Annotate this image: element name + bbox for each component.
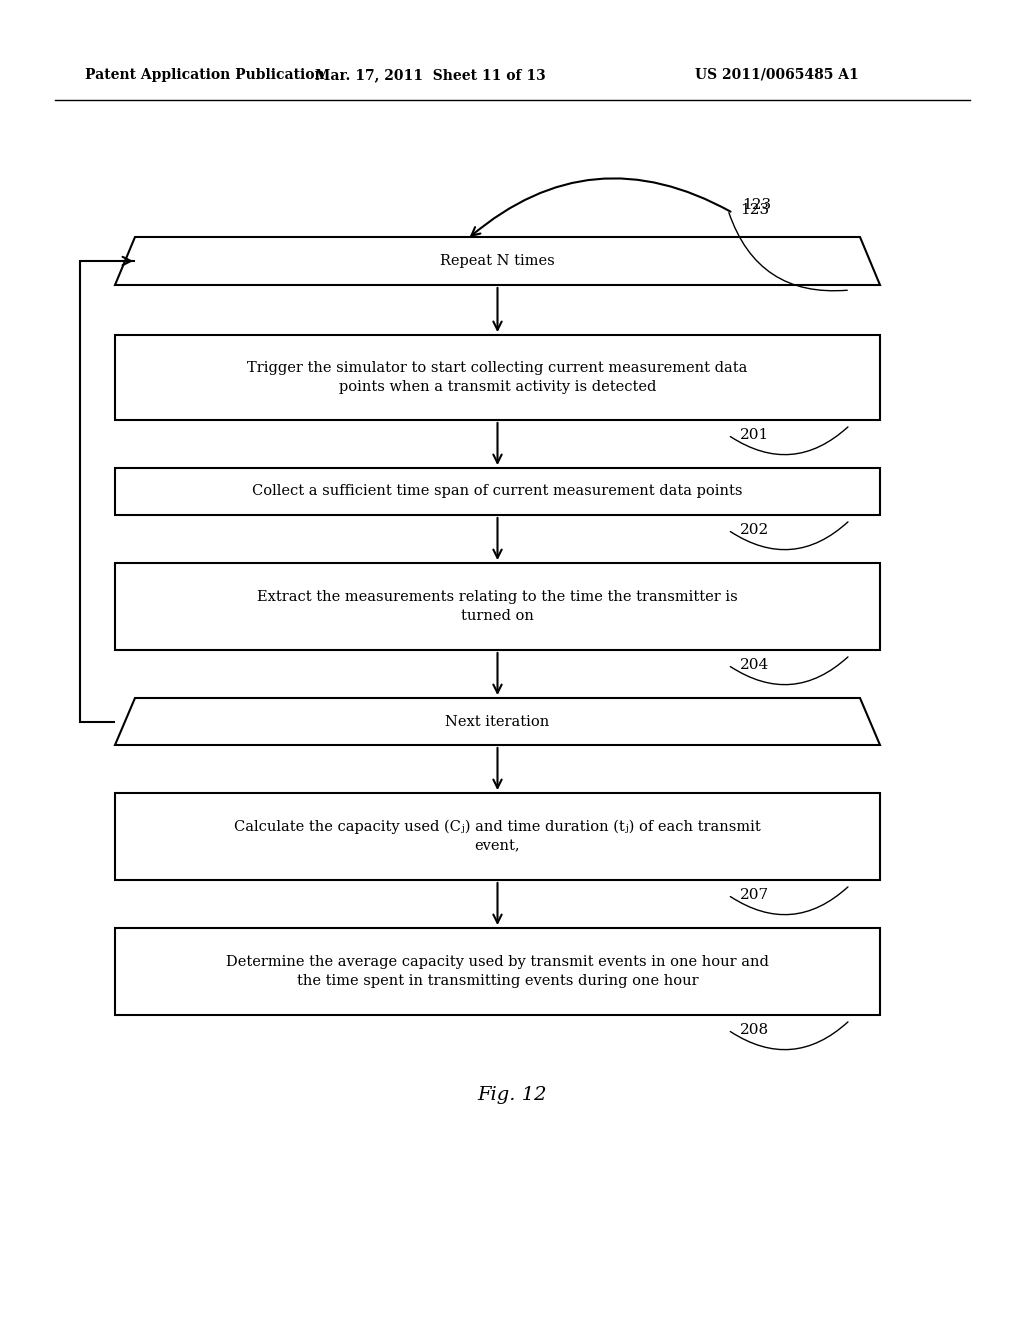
Text: 207: 207 <box>740 888 769 902</box>
Text: Repeat N times: Repeat N times <box>440 253 555 268</box>
Text: Fig. 12: Fig. 12 <box>477 1086 547 1104</box>
Text: Collect a sufficient time span of current measurement data points: Collect a sufficient time span of curren… <box>252 484 742 499</box>
Text: Trigger the simulator to start collecting current measurement data
points when a: Trigger the simulator to start collectin… <box>248 360 748 395</box>
Text: Determine the average capacity used by transmit events in one hour and
the time : Determine the average capacity used by t… <box>226 954 769 989</box>
FancyBboxPatch shape <box>115 564 880 649</box>
Text: 123: 123 <box>740 203 769 216</box>
Text: 123: 123 <box>742 198 771 213</box>
Text: Next iteration: Next iteration <box>445 714 550 729</box>
Text: 202: 202 <box>740 523 769 537</box>
Text: US 2011/0065485 A1: US 2011/0065485 A1 <box>695 69 859 82</box>
Text: Patent Application Publication: Patent Application Publication <box>85 69 325 82</box>
Text: 204: 204 <box>740 657 769 672</box>
Text: 208: 208 <box>740 1023 769 1038</box>
Text: 201: 201 <box>740 428 769 442</box>
Text: Mar. 17, 2011  Sheet 11 of 13: Mar. 17, 2011 Sheet 11 of 13 <box>314 69 546 82</box>
FancyBboxPatch shape <box>115 335 880 420</box>
FancyBboxPatch shape <box>115 793 880 880</box>
Text: Calculate the capacity used (Cⱼ) and time duration (tⱼ) of each transmit
event,: Calculate the capacity used (Cⱼ) and tim… <box>234 820 761 854</box>
Polygon shape <box>115 238 880 285</box>
FancyBboxPatch shape <box>115 469 880 515</box>
FancyBboxPatch shape <box>115 928 880 1015</box>
Text: Extract the measurements relating to the time the transmitter is
turned on: Extract the measurements relating to the… <box>257 590 738 623</box>
Polygon shape <box>115 698 880 744</box>
